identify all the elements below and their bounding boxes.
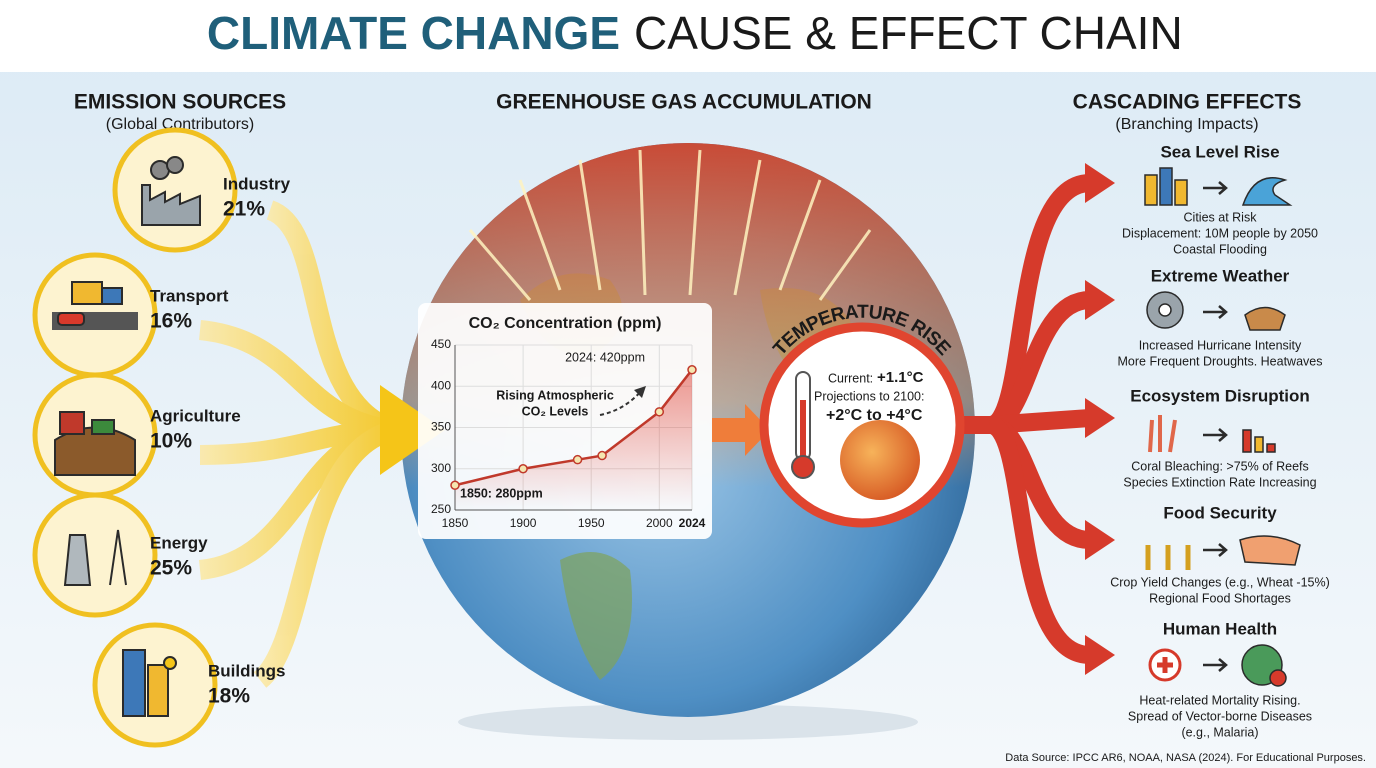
effect-name: Food Security bbox=[1163, 503, 1277, 522]
annotation: Rising Atmospheric bbox=[496, 388, 614, 402]
line bbox=[454, 368, 693, 487]
projection-label: Projections to 2100: bbox=[814, 389, 925, 403]
x-tick-label: 1900 bbox=[510, 516, 537, 530]
effect-detail: More Frequent Droughts. Heatwaves bbox=[1118, 354, 1323, 368]
effect-detail: Cities at Risk bbox=[1184, 210, 1258, 224]
sources-subtitle: (Global Contributors) bbox=[106, 116, 255, 133]
effect-detail: Spread of Vector-borne Diseases bbox=[1128, 709, 1312, 723]
sources-title: EMISSION SOURCES bbox=[74, 91, 286, 114]
source-share: 18% bbox=[208, 685, 250, 708]
x-tick-label: 1850 bbox=[442, 516, 469, 530]
x-tick-label: 2024 bbox=[679, 516, 706, 530]
footer: Data Source: IPCC AR6, NOAA, NASA (2024)… bbox=[1005, 752, 1366, 764]
effect-detail: Regional Food Shortages bbox=[1149, 591, 1291, 605]
center-title: GREENHOUSE GAS ACCUMULATION bbox=[496, 91, 872, 114]
emission-arrowhead bbox=[380, 385, 445, 475]
effect-branches bbox=[950, 174, 1092, 664]
source-icons bbox=[32, 127, 238, 748]
source-share: 10% bbox=[150, 430, 192, 453]
emission-flows bbox=[198, 200, 399, 688]
source-name: Energy bbox=[150, 533, 208, 552]
source-name: Agriculture bbox=[150, 406, 241, 425]
heat-arrows bbox=[468, 149, 872, 301]
point bbox=[518, 464, 528, 474]
effect-detail: (e.g., Malaria) bbox=[1181, 725, 1258, 739]
effect-name: Ecosystem Disruption bbox=[1130, 386, 1310, 405]
source-share: 25% bbox=[150, 557, 192, 580]
x-tick-label: 1950 bbox=[578, 516, 605, 530]
effect-name: Extreme Weather bbox=[1151, 266, 1290, 285]
annotation: CO₂ Levels bbox=[522, 404, 589, 418]
source-name: Transport bbox=[150, 286, 229, 305]
effects-subtitle: (Branching Impacts) bbox=[1115, 116, 1258, 133]
title-rest: CAUSE & EFFECT CHAIN bbox=[634, 7, 1183, 59]
effect-detail: Displacement: 10M people by 2050 bbox=[1122, 226, 1318, 240]
source-name: Buildings bbox=[208, 661, 285, 680]
y-tick-label: 400 bbox=[431, 378, 451, 392]
globe-shadow bbox=[458, 704, 918, 740]
y-tick-label: 250 bbox=[431, 502, 451, 516]
effect-name: Sea Level Rise bbox=[1160, 142, 1279, 161]
effect-detail: Increased Hurricane Intensity bbox=[1139, 338, 1302, 352]
thermometer-fill bbox=[800, 400, 806, 462]
hot-globe bbox=[840, 420, 920, 500]
annotation: 2024: 420ppm bbox=[565, 350, 645, 364]
source-share: 16% bbox=[150, 310, 192, 333]
effect-detail: Species Extinction Rate Increasing bbox=[1123, 475, 1316, 489]
point bbox=[687, 365, 697, 375]
source-share: 21% bbox=[223, 198, 265, 221]
effect-name: Human Health bbox=[1163, 619, 1277, 638]
effect-detail: Coral Bleaching: >75% of Reefs bbox=[1131, 459, 1309, 473]
area bbox=[455, 369, 692, 510]
effect-detail: Heat-related Mortality Rising. bbox=[1139, 693, 1300, 707]
y-tick-label: 350 bbox=[431, 420, 451, 434]
title-bold: CLIMATE CHANGE bbox=[207, 7, 620, 59]
x-tick-label: 2000 bbox=[646, 516, 673, 530]
point bbox=[597, 450, 607, 461]
point bbox=[572, 454, 583, 465]
current-label: Current: bbox=[828, 371, 873, 385]
y-tick-label: 450 bbox=[431, 337, 451, 351]
y-tick-label: 300 bbox=[431, 461, 451, 475]
effect-arrowheads bbox=[1085, 163, 1115, 675]
current-value: +1.1°C bbox=[877, 369, 924, 386]
chart-title: CO₂ Concentration (ppm) bbox=[469, 315, 662, 332]
thermometer-bulb bbox=[791, 455, 815, 479]
header-band bbox=[0, 0, 1376, 72]
effect-icons bbox=[1144, 167, 1301, 687]
co2-chart: 250 300 350 400 450 1850 1900 1950 2000 2024 bbox=[431, 337, 706, 530]
annotation: 1850: 280ppm bbox=[460, 486, 543, 500]
annotation-arrowhead bbox=[634, 386, 646, 398]
point bbox=[450, 480, 460, 490]
projection-value: +2°C to +4°C bbox=[826, 407, 923, 424]
effect-detail: Coastal Flooding bbox=[1173, 242, 1267, 256]
flow-arrow bbox=[712, 404, 770, 456]
effects-title: CASCADING EFFECTS bbox=[1073, 91, 1302, 114]
point bbox=[654, 407, 665, 417]
source-name: Industry bbox=[223, 174, 291, 193]
effect-detail: Crop Yield Changes (e.g., Wheat -15%) bbox=[1110, 575, 1330, 589]
